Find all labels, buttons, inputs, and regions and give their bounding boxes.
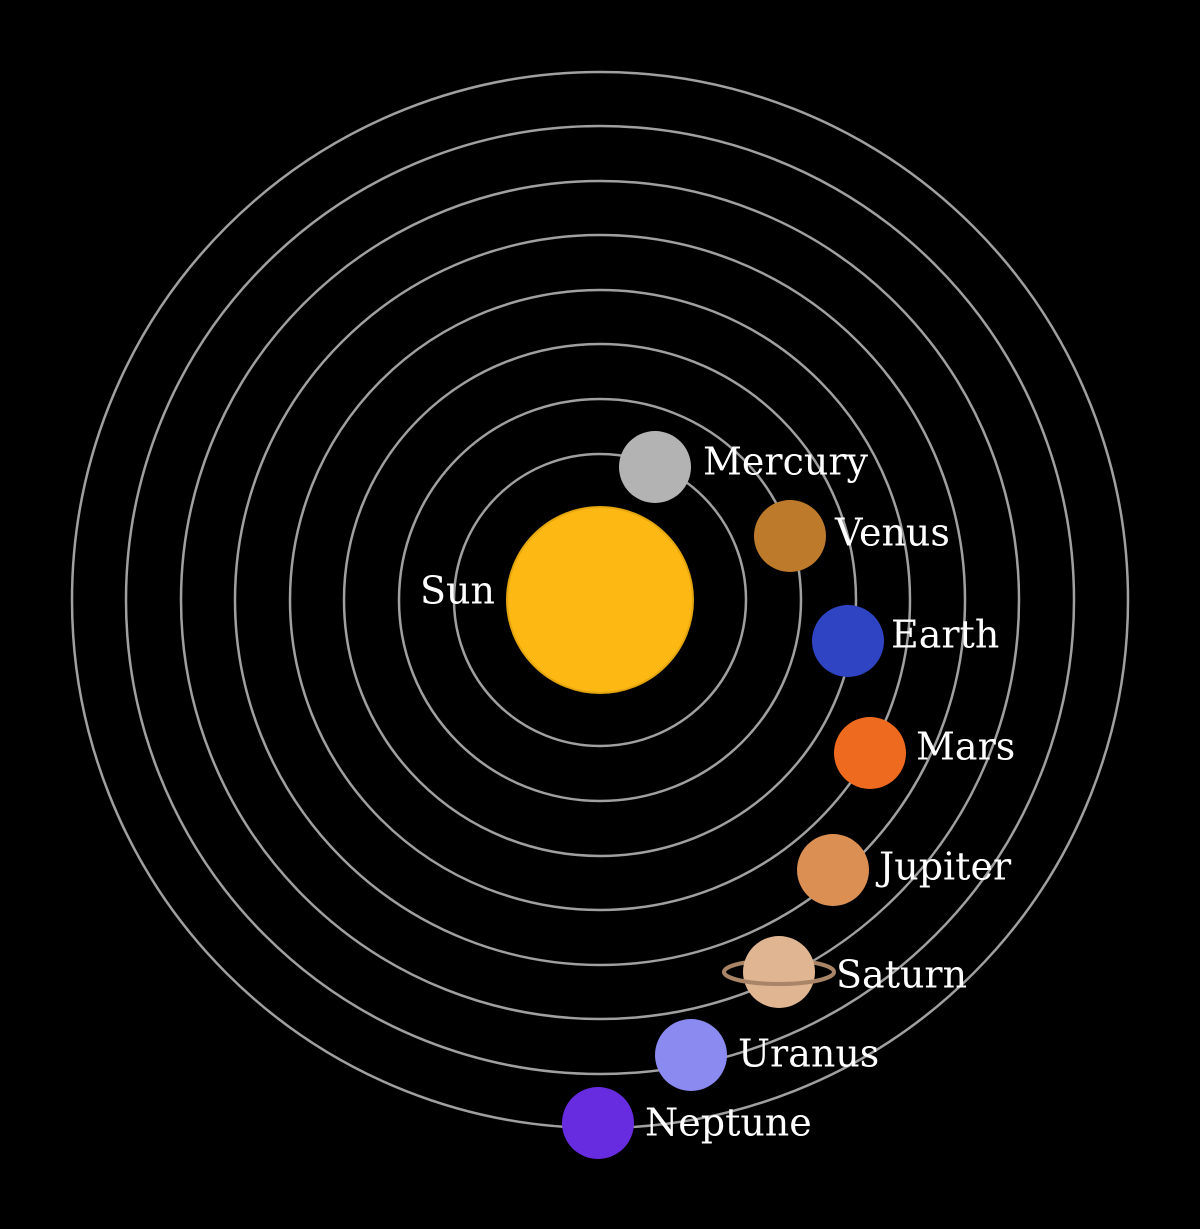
planet-venus-label: Venus <box>834 511 950 555</box>
planets: Mercury Venus Earth Mars Jupiter Saturn <box>562 431 1015 1159</box>
planet-mars: Mars <box>834 717 1015 789</box>
planet-earth-label: Earth <box>891 613 999 657</box>
orbit-mars <box>288 288 912 912</box>
planet-uranus-body <box>655 1019 727 1091</box>
planet-uranus-label: Uranus <box>738 1032 879 1076</box>
planet-venus: Venus <box>754 500 950 572</box>
planet-mars-body <box>834 717 906 789</box>
planet-earth-body <box>812 605 884 677</box>
planet-jupiter-body <box>797 834 869 906</box>
orbit-jupiter <box>233 233 967 967</box>
sun-label: Sun <box>420 569 495 613</box>
planet-venus-body <box>754 500 826 572</box>
planet-saturn-body <box>743 936 815 1008</box>
planet-jupiter-label: Jupiter <box>875 845 1012 889</box>
planet-mars-label: Mars <box>916 725 1015 769</box>
orbit-venus <box>397 397 803 803</box>
sun-group: Sun <box>420 506 694 694</box>
planet-mercury-label: Mercury <box>703 440 868 484</box>
orbit-mercury <box>452 452 748 748</box>
planet-jupiter: Jupiter <box>797 834 1012 906</box>
planet-mercury-body <box>619 431 691 503</box>
planet-earth: Earth <box>812 605 999 677</box>
planet-mercury: Mercury <box>619 431 868 503</box>
orbit-earth <box>342 342 858 858</box>
planet-saturn: Saturn <box>722 936 967 1008</box>
sun <box>506 506 694 694</box>
planet-saturn-label: Saturn <box>836 953 967 997</box>
orbit-uranus <box>124 124 1076 1076</box>
planet-neptune: Neptune <box>562 1087 812 1159</box>
planet-neptune-label: Neptune <box>645 1101 812 1145</box>
planet-uranus: Uranus <box>655 1019 879 1091</box>
saturn-ring-front <box>722 971 836 986</box>
planet-neptune-body <box>562 1087 634 1159</box>
orbit-saturn <box>179 179 1021 1021</box>
